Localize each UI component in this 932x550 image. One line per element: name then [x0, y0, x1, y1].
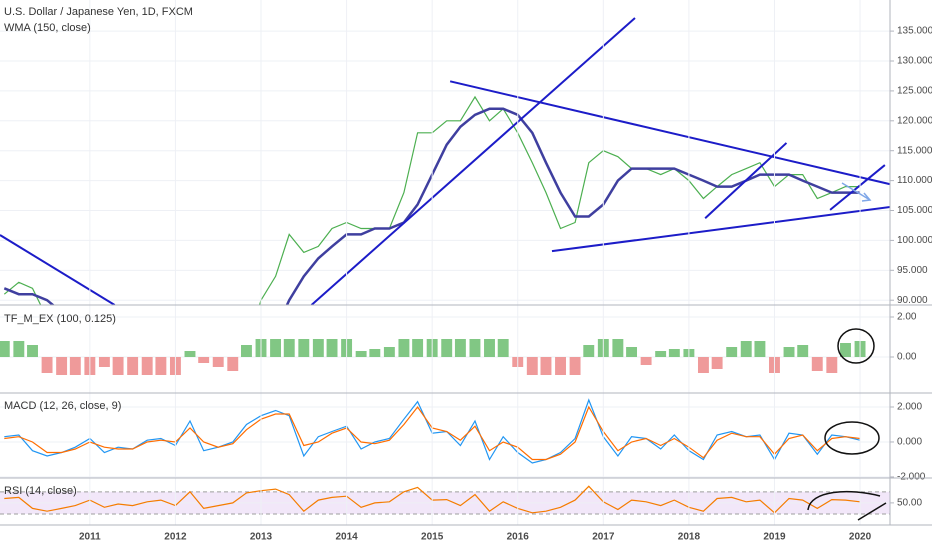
pane-title: RSI (14, close) [4, 485, 77, 497]
histogram-bar [41, 357, 53, 373]
histogram-bar [668, 349, 680, 357]
y-tick-label: 110.000 [897, 175, 932, 186]
y-tick-label: 100.000 [897, 235, 932, 246]
histogram-bar [711, 357, 723, 369]
x-tick-label: 2016 [507, 532, 530, 543]
histogram-bar [270, 339, 282, 357]
histogram-bar [441, 339, 453, 357]
histogram-bar [212, 357, 224, 367]
trend-line [310, 17, 636, 305]
histogram-bar [0, 341, 10, 357]
x-tick-label: 2019 [763, 532, 786, 543]
histogram-bar [797, 345, 809, 357]
trend-line [449, 80, 890, 186]
x-tick-label: 2015 [421, 532, 444, 543]
histogram-bar [826, 357, 838, 373]
histogram-bar [840, 343, 851, 357]
histogram-bar [412, 339, 424, 357]
y-tick-label: 95.000 [897, 265, 928, 276]
histogram-bar [497, 339, 509, 357]
histogram-bar [569, 357, 581, 375]
pane-title: TF_M_EX (100, 0.125) [4, 313, 116, 325]
x-tick-label: 2018 [678, 532, 701, 543]
histogram-bar [184, 351, 196, 357]
histogram-bar [227, 357, 239, 371]
x-tick-label: 2013 [250, 532, 273, 543]
histogram-bar [783, 347, 795, 357]
histogram-bar [612, 339, 624, 357]
histogram-bar [369, 349, 381, 357]
y-tick-label: 135.000 [897, 26, 932, 37]
histogram-bar [27, 345, 38, 357]
y-tick-label: 125.000 [897, 86, 932, 97]
annotation-arrow [841, 182, 872, 202]
histogram-bar [754, 341, 766, 357]
histogram-bar [526, 357, 538, 375]
x-tick-label: 2020 [849, 532, 872, 543]
y-tick-label: 105.000 [897, 205, 932, 216]
y-tick-label: 90.000 [897, 295, 928, 306]
histogram-bar [626, 347, 638, 357]
y-tick-label: 0.00 [897, 352, 917, 363]
histogram-bar [540, 357, 552, 375]
histogram-bar [484, 339, 495, 357]
trend-line [829, 164, 886, 211]
x-tick-label: 2012 [164, 532, 187, 543]
histogram-bar [141, 357, 153, 375]
histogram-bar [13, 341, 25, 357]
indicator-label: WMA (150, close) [4, 22, 91, 34]
trend-line [0, 234, 116, 305]
histogram-bar [697, 357, 709, 373]
trend-line [704, 142, 788, 220]
trend-line [551, 205, 890, 253]
histogram-bar [56, 357, 68, 375]
histogram-bar [740, 341, 752, 357]
annotation-stroke [807, 490, 887, 521]
x-tick-label: 2011 [79, 532, 101, 543]
histogram-bar [355, 351, 367, 357]
y-tick-label: 2.000 [897, 402, 922, 413]
x-tick-label: 2017 [592, 532, 615, 543]
pane-title: MACD (12, 26, close, 9) [4, 400, 121, 412]
histogram-bar [241, 345, 252, 357]
y-tick-label: 130.000 [897, 56, 932, 67]
histogram-bar [583, 345, 595, 357]
annotation-circle [824, 421, 880, 455]
y-tick-label: 115.000 [897, 145, 932, 156]
histogram-bar [198, 357, 210, 363]
histogram-bar [69, 357, 81, 375]
histogram-bar [98, 357, 110, 367]
chart-title: U.S. Dollar / Japanese Yen, 1D, FXCM [4, 6, 193, 18]
histogram-bar [398, 339, 410, 357]
histogram-bar [640, 357, 652, 365]
histogram-bar [298, 339, 310, 357]
histogram-bar [454, 339, 466, 357]
histogram-bar [112, 357, 124, 375]
histogram-bar [326, 339, 338, 357]
hand-annotations [807, 328, 887, 521]
histogram-bar [555, 357, 566, 375]
histogram-bar [383, 347, 395, 357]
histogram-bar [155, 357, 167, 375]
histogram-bar [283, 339, 295, 357]
y-tick-label: 0.000 [897, 437, 922, 448]
histogram-bar [811, 357, 823, 371]
histogram-bar [127, 357, 139, 375]
y-tick-label: 2.00 [897, 312, 917, 323]
y-tick-label: -2.000 [897, 472, 926, 483]
y-tick-label: 120.000 [897, 115, 932, 126]
y-tick-label: 50.00 [897, 498, 922, 509]
histogram-bar [469, 339, 481, 357]
histogram-bar [312, 339, 324, 357]
histogram-bar [726, 347, 738, 357]
annotation-circle [837, 328, 875, 364]
histogram-bar [655, 351, 667, 357]
x-tick-label: 2014 [335, 532, 358, 543]
